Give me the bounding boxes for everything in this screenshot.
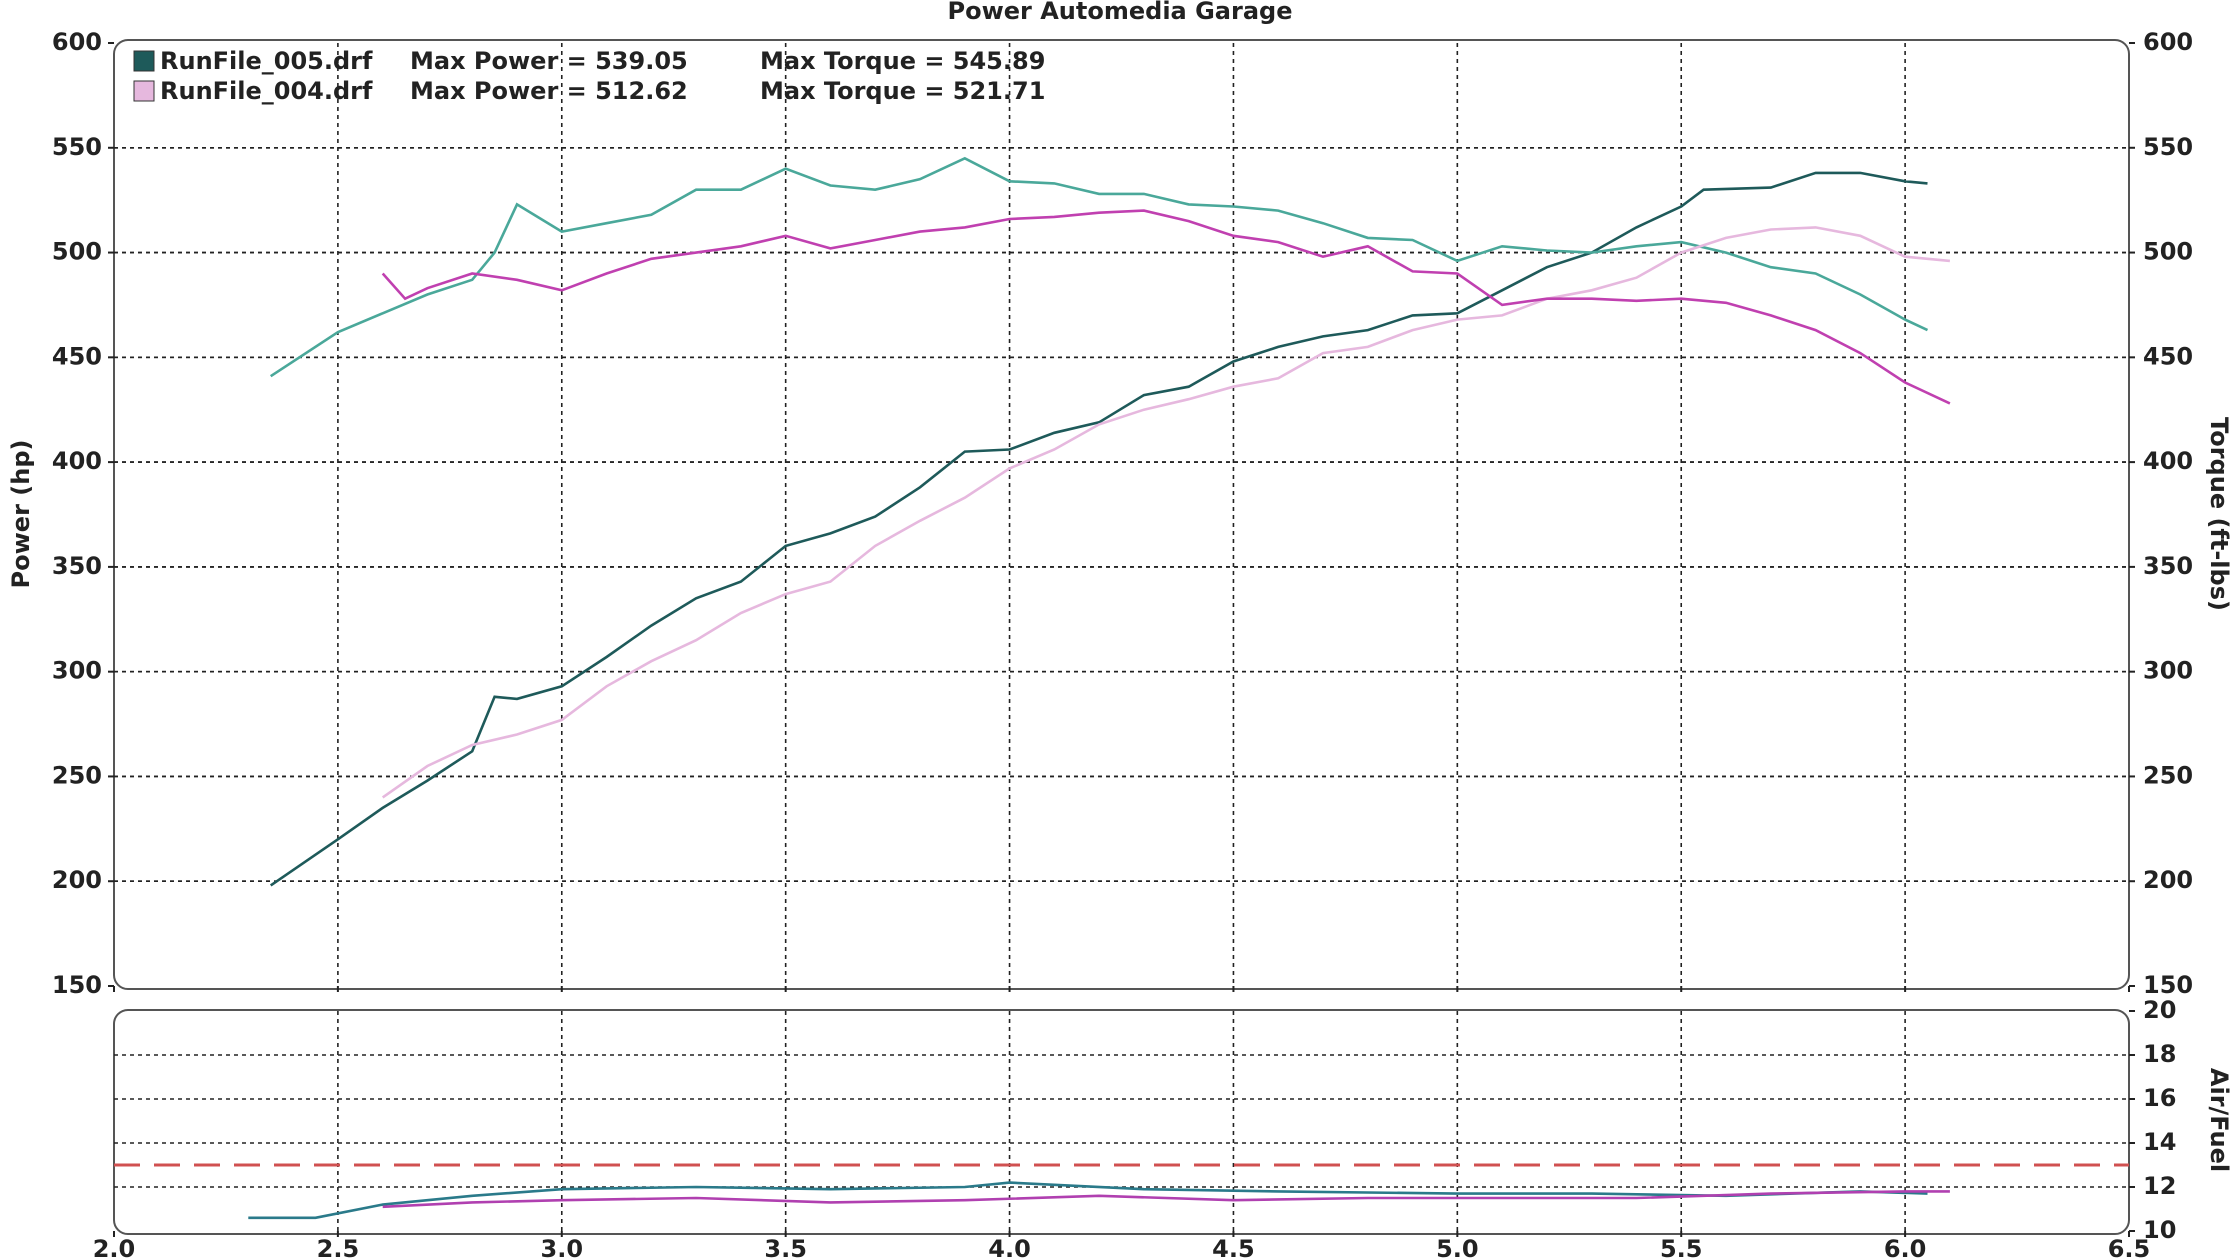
y-tick-label: 350	[52, 552, 102, 580]
y-tick-label: 250	[2143, 761, 2193, 789]
y-tick-label: 550	[2143, 133, 2193, 161]
legend-power: Max Power = 512.62	[410, 77, 688, 105]
y-tick-label: 500	[52, 238, 102, 266]
y-tick-label: 10	[2143, 1216, 2176, 1244]
y-tick-label: 600	[2143, 28, 2193, 56]
legend-swatch	[133, 50, 155, 72]
y-tick-label: 600	[52, 28, 102, 56]
afr-frame	[113, 1009, 2130, 1235]
x-tick-label: 4.0	[988, 1235, 1031, 1260]
y-axis-label: Power (hp)	[7, 440, 35, 589]
data-line	[269, 156, 1929, 378]
x-tick-label: 2.0	[93, 1235, 136, 1260]
x-tick-label: 3.5	[764, 1235, 807, 1260]
x-tick-label: 6.0	[1884, 1235, 1927, 1260]
data-line	[248, 1181, 1928, 1220]
y-tick-label: 550	[52, 133, 102, 161]
y-tick-label: 300	[2143, 657, 2193, 685]
legend-torque: Max Torque = 545.89	[760, 47, 1045, 75]
y-tick-label: 250	[52, 761, 102, 789]
y-tick-label: 150	[2143, 971, 2193, 999]
x-tick-label: 5.0	[1436, 1235, 1479, 1260]
y-tick-label: 450	[52, 342, 102, 370]
chart-title: Power Automedia Garage	[948, 0, 1293, 25]
y-tick-label: 400	[52, 447, 102, 475]
y-tick-label: 450	[2143, 342, 2193, 370]
legend-torque: Max Torque = 521.71	[760, 77, 1045, 105]
legend-power: Max Power = 539.05	[410, 47, 688, 75]
plot-frame	[113, 39, 2130, 990]
y2-axis-label: Torque (ft-lbs)	[2205, 417, 2233, 611]
data-line	[269, 171, 1928, 887]
x-tick-label: 3.0	[541, 1235, 584, 1260]
y-tick-label: 400	[2143, 447, 2193, 475]
x-tick-label: 2.5	[317, 1235, 360, 1260]
legend-name: RunFile_004.drf	[160, 77, 373, 105]
y-tick-label: 350	[2143, 552, 2193, 580]
y-tick-label: 18	[2143, 1040, 2176, 1068]
x-tick-label: 4.5	[1212, 1235, 1255, 1260]
y-tick-label: 20	[2143, 996, 2176, 1024]
y-tick-label: 500	[2143, 238, 2193, 266]
y-tick-label: 200	[52, 866, 102, 894]
x-tick-label: 5.5	[1660, 1235, 1703, 1260]
data-line	[381, 209, 1951, 405]
legend-name: RunFile_005.drf	[160, 47, 373, 75]
legend-swatch	[133, 80, 155, 102]
y-tick-label: 16	[2143, 1084, 2176, 1112]
afr-axis-label: Air/Fuel	[2205, 1068, 2233, 1172]
y-tick-label: 150	[52, 971, 102, 999]
x-tick-label: 6.5	[2108, 1235, 2151, 1260]
y-tick-label: 200	[2143, 866, 2193, 894]
data-line	[381, 226, 1951, 799]
y-tick-label: 12	[2143, 1172, 2176, 1200]
y-tick-label: 14	[2143, 1128, 2176, 1156]
y-tick-label: 300	[52, 657, 102, 685]
data-line	[382, 1190, 1950, 1209]
